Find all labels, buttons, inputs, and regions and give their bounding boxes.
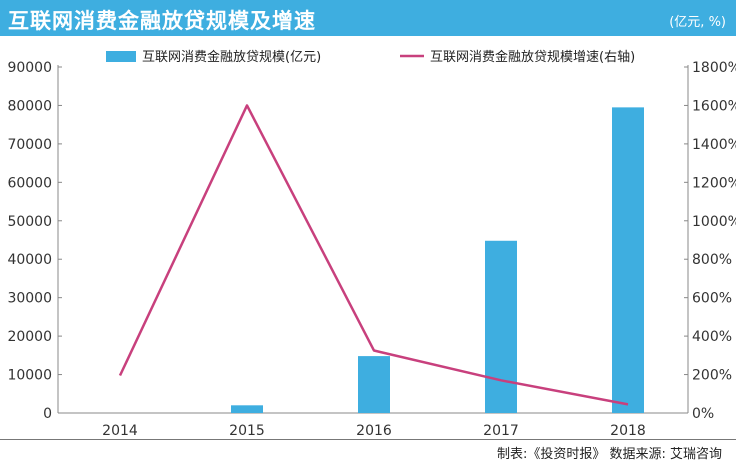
chart-canvas: 0 10000 20000 30000 40000 50000 60000 70000 8000… [7,49,736,439]
y-tick-label-right: 200% [692,368,732,384]
unit-label: (亿元, %) [669,15,726,30]
x-tick-label: 2018 [610,423,646,439]
y-tick-label-left: 60000 [7,175,52,191]
source-note: 制表:《投资时报》 数据来源: 艾瑞咨询 [496,447,722,462]
y-tick-label-right: 1000% [692,214,736,230]
y-tick-label-left: 20000 [7,329,52,345]
y-tick-label-right: 800% [692,252,732,268]
footer-divider [0,439,736,440]
growth-line [118,104,629,406]
legend-bar-swatch [106,51,136,62]
x-tick-label: 2016 [356,423,392,439]
bar-2016 [358,356,390,413]
y-tick-label-left: 50000 [7,214,52,230]
y-tick-label-right: 600% [692,291,732,307]
legend-line-label: 互联网消费金融放贷规模增速(右轴) [430,49,635,65]
x-tick-label: 2017 [483,423,519,439]
bar-2018 [612,107,644,413]
chart-title: 互联网消费金融放贷规模及增速 [8,9,316,33]
y-tick-label-right: 1600% [692,98,736,114]
y-tick-label-left: 80000 [7,98,52,114]
y-tick-label-right: 1200% [692,175,736,191]
legend-bar-label: 互联网消费金融放贷规模(亿元) [142,49,321,65]
x-tick-label: 2014 [102,423,138,439]
y-tick-label-left: 30000 [7,291,52,307]
bar-2017 [485,240,517,413]
y-tick-label-left: 40000 [7,252,52,268]
y-tick-label-left: 70000 [7,137,52,153]
x-tick-label: 2015 [229,423,265,439]
y-tick-label-left: 90000 [7,60,52,76]
bar-2015 [231,405,263,413]
title-bar [0,0,736,36]
y-tick-label-right: 1800% [692,60,736,76]
y-tick-label-right: 0% [692,406,714,422]
y-tick-label-right: 400% [692,329,732,345]
y-tick-label-left: 0 [43,406,52,422]
y-tick-label-left: 10000 [7,368,52,384]
y-tick-label-right: 1400% [692,137,736,153]
